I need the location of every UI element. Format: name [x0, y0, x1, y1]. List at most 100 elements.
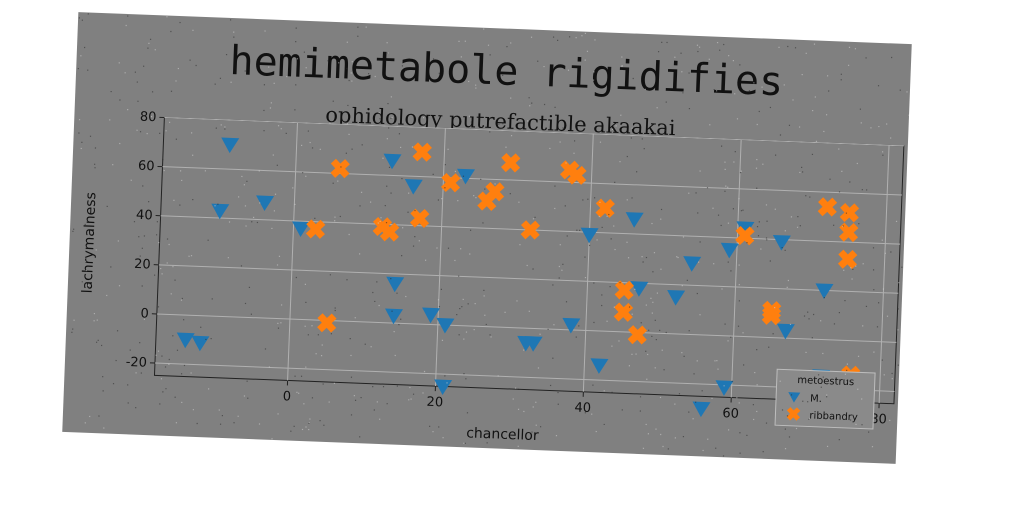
noise-speck: [598, 215, 600, 218]
noise-speck: [674, 403, 676, 405]
noise-speck: [85, 261, 87, 263]
noise-speck: [813, 43, 816, 45]
noise-speck: [865, 57, 867, 59]
noise-speck: [305, 175, 307, 177]
noise-speck: [401, 255, 403, 257]
noise-speck: [549, 147, 551, 150]
noise-speck: [367, 73, 370, 75]
noise-speck: [712, 207, 714, 209]
noise-speck: [112, 164, 114, 166]
noise-speck: [769, 260, 771, 262]
noise-speck: [162, 158, 164, 161]
noise-speck: [737, 242, 740, 244]
noise-speck: [823, 296, 825, 299]
noise-speck: [854, 48, 857, 50]
noise-speck: [552, 284, 554, 286]
noise-speck: [688, 330, 690, 332]
noise-speck: [723, 385, 725, 387]
noise-speck: [547, 328, 549, 331]
noise-speck: [861, 424, 863, 426]
noise-speck: [305, 67, 307, 69]
noise-speck: [692, 418, 694, 420]
noise-speck: [489, 334, 491, 336]
noise-speck: [442, 437, 444, 439]
noise-speck: [499, 71, 501, 73]
noise-speck: [142, 185, 144, 187]
noise-speck: [581, 35, 583, 37]
noise-speck: [826, 445, 829, 448]
noise-speck: [305, 426, 307, 428]
noise-speck: [241, 175, 243, 178]
noise-speck: [215, 127, 217, 129]
noise-speck: [733, 161, 735, 163]
noise-speck: [166, 262, 168, 264]
noise-speck: [732, 208, 735, 210]
noise-speck: [179, 21, 181, 24]
noise-speck: [678, 393, 681, 395]
noise-speck: [594, 39, 596, 41]
noise-speck: [701, 62, 703, 65]
noise-speck: [204, 170, 206, 172]
noise-speck: [651, 335, 653, 338]
noise-speck: [357, 35, 359, 37]
noise-speck: [296, 58, 299, 60]
noise-speck: [251, 221, 253, 223]
noise-speck: [295, 40, 297, 43]
noise-speck: [473, 195, 475, 197]
noise-speck: [175, 138, 177, 140]
noise-speck: [465, 331, 468, 333]
noise-speck: [696, 360, 698, 362]
noise-speck: [379, 418, 381, 420]
noise-speck: [334, 220, 336, 222]
noise-speck: [94, 163, 96, 165]
noise-speck: [826, 394, 828, 396]
noise-speck: [300, 375, 303, 377]
data-point-cross: [614, 280, 635, 300]
y-tick-label: -20: [125, 355, 147, 371]
noise-speck: [724, 161, 726, 163]
noise-speck: [498, 123, 500, 125]
noise-speck: [857, 388, 859, 390]
noise-speck: [271, 227, 273, 230]
noise-speck: [409, 386, 411, 389]
noise-speck: [422, 392, 424, 394]
noise-speck: [766, 239, 768, 241]
noise-speck: [631, 127, 633, 129]
noise-speck: [348, 133, 350, 136]
noise-speck: [845, 212, 848, 214]
noise-speck: [160, 378, 163, 380]
data-point-cross-bar: [485, 182, 505, 202]
noise-speck: [245, 225, 247, 227]
noise-speck: [229, 19, 232, 21]
noise-speck: [168, 363, 170, 366]
noise-speck: [820, 320, 822, 322]
noise-speck: [862, 263, 864, 265]
noise-speck: [385, 222, 388, 224]
noise-speck: [720, 224, 722, 227]
noise-speck: [781, 409, 784, 411]
noise-speck: [721, 288, 723, 290]
noise-speck: [619, 161, 621, 163]
noise-speck: [332, 182, 334, 184]
noise-speck: [584, 59, 586, 61]
noise-speck: [742, 332, 744, 334]
noise-speck: [613, 225, 615, 227]
x-gridline: [730, 139, 742, 398]
noise-speck: [322, 383, 324, 385]
noise-speck: [190, 255, 193, 257]
noise-speck: [404, 69, 407, 71]
noise-speck: [181, 179, 183, 182]
noise-speck: [89, 135, 92, 137]
noise-speck: [786, 415, 789, 417]
noise-speck: [351, 148, 353, 150]
data-point-cross: [761, 300, 782, 321]
noise-speck: [438, 426, 440, 428]
noise-speck: [354, 317, 356, 319]
data-point-triangle: [815, 283, 834, 299]
noise-speck: [510, 42, 512, 44]
noise-speck: [127, 108, 129, 111]
noise-speck: [593, 321, 595, 324]
noise-speck: [137, 100, 139, 102]
noise-speck: [613, 306, 615, 308]
noise-speck: [250, 313, 253, 315]
